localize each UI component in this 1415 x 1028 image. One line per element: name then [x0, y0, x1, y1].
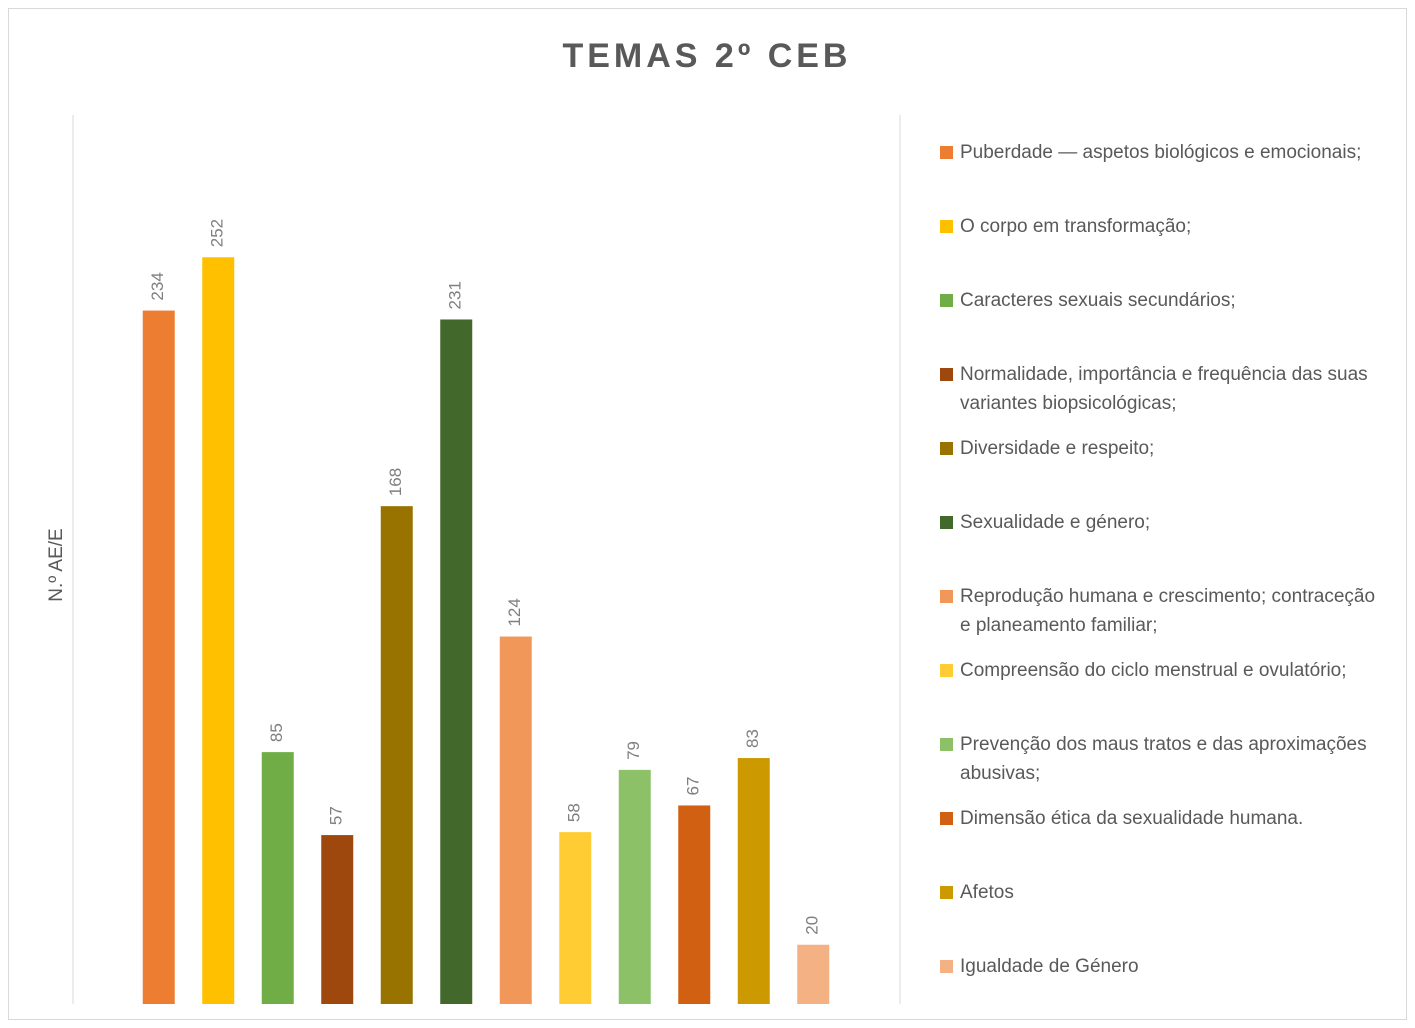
- legend-label: Puberdade — aspetos biológicos e emocion…: [960, 142, 1362, 163]
- data-label: 79: [624, 741, 643, 760]
- legend-item: Sexualidade e género;: [940, 508, 1390, 537]
- y-axis-label: N.º AE/E: [46, 528, 67, 601]
- data-label: 67: [684, 777, 703, 796]
- legend-item: Normalidade, importância e frequência da…: [940, 360, 1390, 418]
- data-label: 57: [327, 806, 346, 825]
- bar: [797, 944, 830, 1004]
- bar: [737, 758, 770, 1004]
- legend-item: Igualdade de Género: [940, 952, 1390, 981]
- bar: [202, 257, 235, 1004]
- legend-swatch: [940, 368, 953, 381]
- legend-swatch: [940, 146, 953, 159]
- bar: [499, 636, 532, 1004]
- bar: [559, 832, 592, 1004]
- bar: [440, 319, 473, 1005]
- data-label: 83: [743, 729, 762, 748]
- legend-swatch: [940, 516, 953, 529]
- legend-label: O corpo em transformação;: [960, 216, 1192, 237]
- data-label: 231: [446, 281, 465, 309]
- legend-item: Afetos: [940, 878, 1390, 907]
- legend-label: Igualdade de Género: [960, 956, 1139, 977]
- legend-item: Dimensão ética da sexualidade humana.: [940, 804, 1390, 833]
- legend-swatch: [940, 442, 953, 455]
- data-label: 58: [565, 803, 584, 822]
- legend-item: Caracteres sexuais secundários;: [940, 286, 1390, 315]
- legend-swatch: [940, 664, 953, 677]
- legend-item: Puberdade — aspetos biológicos e emocion…: [940, 138, 1390, 167]
- legend-swatch: [940, 886, 953, 899]
- legend-item: O corpo em transformação;: [940, 212, 1390, 241]
- legend-label: Reprodução humana e crescimento; contrac…: [960, 586, 1376, 636]
- legend-swatch: [940, 812, 953, 825]
- data-label: 85: [267, 723, 286, 742]
- legend-label: Prevenção dos maus tratos e das aproxima…: [960, 734, 1367, 784]
- legend-label: Dimensão ética da sexualidade humana.: [960, 808, 1304, 829]
- bar: [261, 752, 294, 1004]
- legend-swatch: [940, 294, 953, 307]
- legend-label: Diversidade e respeito;: [960, 438, 1155, 459]
- legend-item: Prevenção dos maus tratos e das aproxima…: [940, 730, 1390, 788]
- legend-swatch: [940, 590, 953, 603]
- legend-label: Normalidade, importância e frequência da…: [960, 364, 1368, 414]
- bar: [678, 805, 711, 1004]
- legend-label: Sexualidade e género;: [960, 512, 1151, 533]
- bar: [142, 310, 175, 1005]
- data-label: 252: [208, 219, 227, 247]
- chart-title: TEMAS 2º CEB: [562, 37, 851, 75]
- legend-label: Caracteres sexuais secundários;: [960, 290, 1236, 311]
- legend-swatch: [940, 220, 953, 233]
- legend-label: Compreensão do ciclo menstrual e ovulató…: [960, 660, 1347, 681]
- data-label: 20: [803, 916, 822, 935]
- bar: [380, 506, 413, 1004]
- data-label: 124: [505, 598, 524, 626]
- legend-item: Diversidade e respeito;: [940, 434, 1390, 463]
- legend-item: Compreensão do ciclo menstrual e ovulató…: [940, 656, 1390, 685]
- legend-swatch: [940, 960, 953, 973]
- legend-label: Afetos: [960, 882, 1014, 903]
- data-label: 168: [386, 468, 405, 496]
- legend-swatch: [940, 738, 953, 751]
- bar: [321, 835, 354, 1004]
- data-label: 234: [148, 272, 167, 300]
- bar: [618, 769, 651, 1004]
- legend-item: Reprodução humana e crescimento; contrac…: [940, 582, 1390, 640]
